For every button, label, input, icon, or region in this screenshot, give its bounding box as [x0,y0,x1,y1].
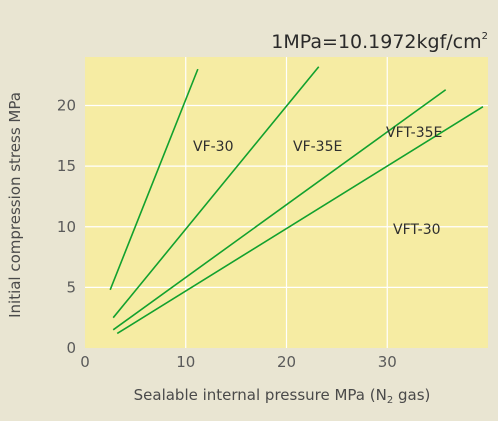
series-line-vft-30 [116,106,484,335]
x-tick-label: 10 [176,353,195,371]
y-axis-title: Initial compression stress MPa [6,92,24,318]
y-tick-label: 10 [57,218,76,236]
series-lines [109,66,484,335]
series-labels: VF-30 VF-35E VFT-35E VFT-30 [193,125,442,238]
series-line-vf-35e [112,66,320,319]
x-tick-label: 30 [378,353,397,371]
x-tick-label: 20 [277,353,296,371]
x-axis-title: Sealable internal pressure MPa (N2 gas) [134,386,431,406]
chart-title: 1MPa=10.1972kgf/cm2 [271,31,488,53]
series-line-vft-35e [112,89,447,331]
grid [85,57,488,348]
y-tick-labels: 0 5 10 15 20 [57,97,76,358]
y-tick-label: 5 [66,278,76,296]
series-label-vf-35e: VF-35E [293,139,342,155]
series-label-vf-30: VF-30 [193,139,234,155]
x-tick-label: 0 [80,353,90,371]
y-tick-label: 15 [57,157,76,175]
y-tick-label: 0 [66,339,76,357]
series-label-vft-30: VFT-30 [393,222,441,238]
y-tick-label: 20 [57,97,76,115]
series-line-vf-30 [109,68,199,291]
x-tick-labels: 0 10 20 30 [80,353,397,371]
series-label-vft-35e: VFT-35E [386,125,442,141]
